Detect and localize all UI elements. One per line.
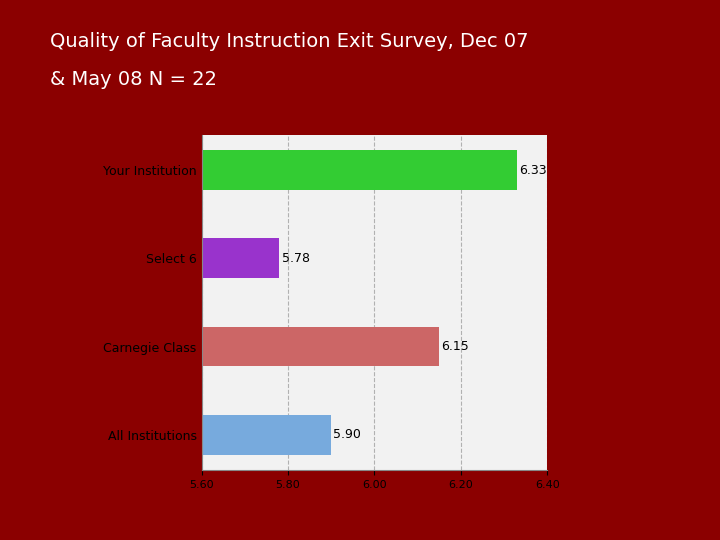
Bar (202, 150, 517, 190)
Bar (202, 239, 279, 278)
Bar (202, 327, 439, 366)
Text: 6.33: 6.33 (519, 164, 546, 177)
Bar (202, 415, 331, 455)
Text: 5.90: 5.90 (333, 428, 361, 441)
Text: & May 08 N = 22: & May 08 N = 22 (50, 70, 217, 89)
Text: 5.78: 5.78 (282, 252, 310, 265)
Text: Quality of Faculty Instruction Exit Survey, Dec 07: Quality of Faculty Instruction Exit Surv… (50, 32, 529, 51)
Text: 6.15: 6.15 (441, 340, 469, 353)
